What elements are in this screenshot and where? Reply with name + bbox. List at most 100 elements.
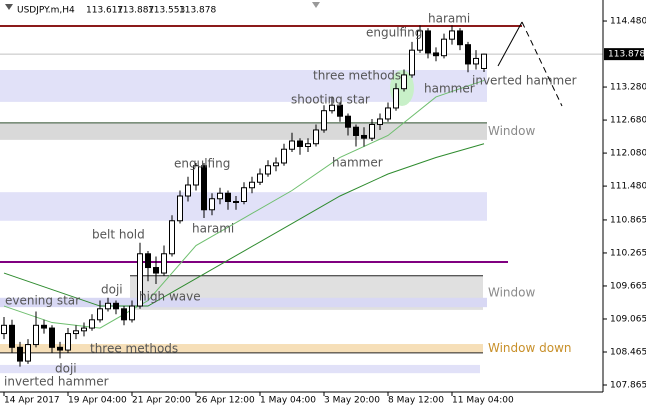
candle-body (177, 195, 183, 222)
candle-body (321, 110, 327, 131)
candle-body (193, 165, 199, 186)
candle-body (233, 201, 239, 204)
candle-body (105, 302, 111, 310)
axes: 114.480 113.280 112.680 112.080 111.480 110.8… (3, 17, 646, 406)
candle-body (345, 115, 351, 128)
candle-body (265, 165, 271, 175)
annotations: Window Window Window down harami engulfing th… (4, 12, 577, 389)
candle-body (457, 30, 463, 46)
candle-body (33, 324, 39, 346)
price-tag (604, 48, 644, 61)
price-tag-label: 113.878 (608, 50, 645, 60)
x-tick-label: 19 Apr 04:00 (68, 396, 127, 406)
pattern-label: inverted hammer (472, 74, 577, 88)
x-tick-label: 14 Apr 2017 (4, 396, 60, 406)
zone-label: Window down (488, 341, 572, 355)
candle-body (25, 344, 31, 362)
symbol: USDJPY.m,H4 (17, 6, 75, 16)
candle-body (337, 104, 343, 117)
candles (1, 25, 487, 367)
candle-body (369, 123, 375, 139)
levels (0, 24, 603, 354)
pattern-label: three methods (90, 342, 178, 356)
candle-body (393, 88, 399, 109)
y-tick-label: 111.480 (610, 182, 646, 192)
candle-body (313, 129, 319, 145)
pattern-label: shooting star (291, 93, 370, 107)
candle-body (41, 324, 47, 329)
zone (0, 122, 487, 140)
candle-body (425, 30, 431, 54)
menu-icon[interactable] (5, 4, 13, 10)
y-tick-label: 112.080 (610, 149, 646, 159)
y-tick-label: 107.865 (610, 381, 646, 391)
candle-body (17, 346, 23, 362)
header: USDJPY.m,H4 113.617 113.887 113.553 113.… (17, 6, 216, 16)
candle-body (185, 184, 191, 197)
x-tick-label: 3 May 20:00 (324, 396, 380, 406)
candle-body (433, 52, 439, 57)
moving-average (3, 143, 485, 307)
y-tick-label: 110.265 (610, 248, 646, 258)
candle-body (65, 333, 71, 351)
candle-body (97, 308, 103, 321)
candle-body (281, 148, 287, 164)
open: 113.617 (86, 6, 123, 16)
candle-body (161, 253, 167, 274)
shift-marker[interactable] (312, 2, 320, 8)
candle-body (225, 192, 231, 203)
candle-body (145, 253, 151, 269)
y-tick-label: 112.680 (610, 116, 646, 126)
pattern-label: harami (428, 12, 470, 26)
pattern-label: doji (55, 362, 77, 376)
candle-body (289, 140, 295, 150)
close: 113.878 (179, 6, 216, 16)
zone-label: Window (488, 285, 536, 299)
zone-label: Window (488, 124, 536, 138)
pattern-label: high wave (139, 290, 201, 304)
candle-body (305, 143, 311, 147)
candle-body (57, 346, 63, 351)
y-tick-label: 110.865 (610, 215, 646, 225)
candle-body (257, 173, 263, 183)
candle-body (201, 165, 207, 211)
candle-body (241, 187, 247, 203)
x-tick-label: 8 May 12:00 (388, 396, 444, 406)
pattern-label: hammer (332, 156, 383, 170)
candle-body (449, 30, 455, 40)
candle-body (73, 330, 79, 335)
candle-body (137, 253, 143, 307)
zone (0, 364, 480, 374)
pattern-label: hammer (424, 82, 475, 96)
candle-body (273, 162, 279, 167)
candle-body (217, 192, 223, 200)
candle-body (409, 49, 415, 76)
candle-body (49, 327, 55, 348)
candle-body (481, 53, 487, 70)
candle-body (153, 267, 159, 274)
y-tick-label: 113.280 (610, 83, 646, 93)
x-tick-label: 26 Apr 12:00 (196, 396, 255, 406)
y-tick-label: 114.480 (610, 17, 646, 27)
candle-body (441, 38, 447, 57)
candle-body (401, 74, 407, 90)
y-tick-label: 109.665 (610, 281, 646, 291)
y-tick-label: 109.065 (610, 314, 646, 324)
projection-line (497, 21, 523, 67)
candle-body (249, 181, 255, 189)
x-tick-label: 11 May 04:00 (452, 396, 514, 406)
candle-body (361, 134, 367, 139)
candle-body (465, 44, 471, 65)
candle-body (377, 118, 383, 125)
candle-body (129, 305, 135, 321)
candle-body (353, 126, 359, 136)
projection-dashed (521, 21, 563, 107)
candle-body (113, 302, 119, 310)
candle-body (89, 319, 95, 329)
candle-body (1, 324, 7, 335)
x-tick-label: 21 Apr 20:00 (132, 396, 191, 406)
low: 113.553 (148, 6, 185, 16)
pattern-label: belt hold (92, 228, 145, 242)
candle-body (385, 107, 391, 120)
